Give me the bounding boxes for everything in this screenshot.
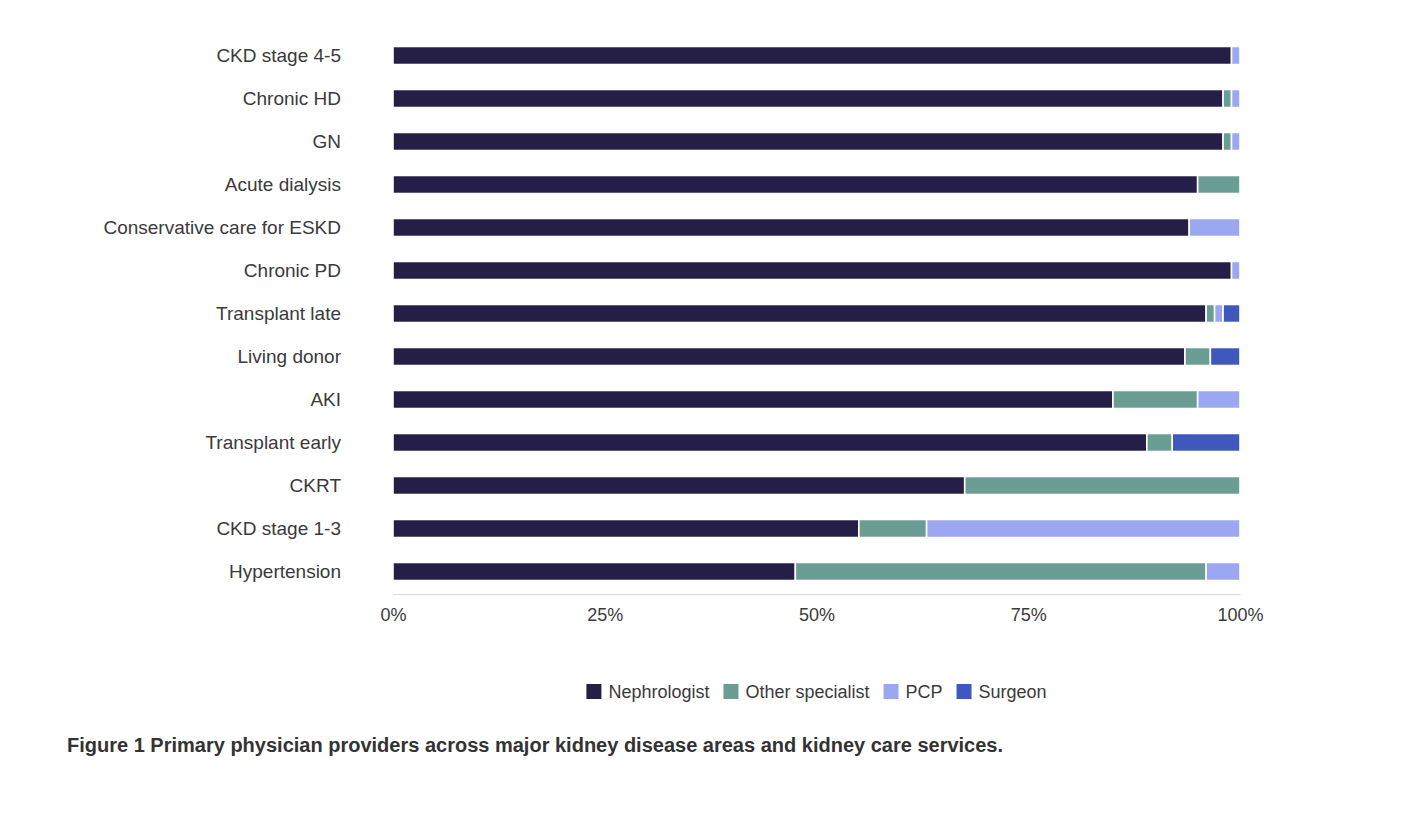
bar (1223, 304, 1240, 322)
bar (1240, 476, 1241, 494)
bar (859, 519, 927, 537)
bar (393, 390, 1113, 408)
bar (1240, 390, 1241, 408)
bar (1240, 476, 1241, 494)
category-label: CKD stage 1-3 (216, 518, 341, 539)
bar (1206, 304, 1214, 322)
bar (1147, 433, 1172, 451)
bar (393, 476, 965, 494)
legend-label: Other specialist (745, 682, 869, 702)
category-label: Living donor (237, 346, 341, 367)
category-label: Chronic PD (244, 260, 341, 281)
bar (1240, 132, 1241, 150)
bar (1232, 46, 1240, 64)
bar (1215, 304, 1223, 322)
tick: 100% (1217, 594, 1263, 625)
bar (1210, 347, 1240, 365)
tick-label: 50% (799, 605, 835, 625)
bar (1232, 132, 1240, 150)
bar (1232, 89, 1240, 107)
bar (393, 304, 1206, 322)
legend-label: Surgeon (979, 682, 1047, 702)
legend-item: Other specialist (723, 682, 869, 702)
chart: CKD stage 4-5 Chronic HD GN Acute dialysis C… (0, 0, 1420, 820)
bar (1240, 175, 1241, 193)
legend-swatch (723, 684, 738, 699)
tick-label: 100% (1217, 605, 1263, 625)
tick-label: 75% (1011, 605, 1047, 625)
legend-swatch (586, 684, 601, 699)
bar (393, 433, 1147, 451)
bar (1223, 132, 1231, 150)
bar (393, 562, 795, 580)
legend-swatch (884, 684, 899, 699)
bar (393, 175, 1198, 193)
bar (1206, 562, 1240, 580)
bar (393, 46, 1232, 64)
category-label: AKI (310, 389, 341, 410)
bar-series (795, 89, 1240, 580)
bar (1113, 390, 1198, 408)
bar (1172, 433, 1240, 451)
bar (1198, 390, 1240, 408)
bar (1240, 562, 1241, 580)
x-axis: 0% 25% 50% 75% 100% (380, 594, 1263, 625)
category-label: Conservative care for ESKD (103, 217, 341, 238)
tick-label: 25% (587, 605, 623, 625)
plot-area (393, 46, 1240, 580)
bar (965, 476, 1240, 494)
legend-label: PCP (906, 682, 943, 702)
legend-item: Surgeon (957, 682, 1047, 702)
bar (1232, 261, 1240, 279)
bar (795, 562, 1206, 580)
legend-swatch (957, 684, 972, 699)
bar (393, 89, 1223, 107)
category-label: Transplant late (216, 303, 341, 324)
tick: 0% (380, 594, 406, 625)
bar (393, 132, 1223, 150)
category-label: Transplant early (205, 432, 341, 453)
bar (1240, 519, 1241, 537)
bar-series (1172, 304, 1240, 451)
legend-label: Nephrologist (608, 682, 709, 702)
tick: 75% (1011, 594, 1047, 625)
legend-item: Nephrologist (586, 682, 709, 702)
category-label: Hypertension (229, 561, 341, 582)
bar (393, 347, 1185, 365)
category-label: Acute dialysis (225, 174, 341, 195)
bar (393, 261, 1232, 279)
bar (1189, 218, 1240, 236)
category-label: Chronic HD (243, 88, 341, 109)
title: Figure 1 Primary physician providers acr… (67, 734, 1003, 756)
tick-label: 0% (380, 605, 406, 625)
bar (1240, 46, 1241, 64)
bar (393, 519, 859, 537)
legend-item: PCP (884, 682, 943, 702)
bar (1240, 89, 1241, 107)
bar (393, 218, 1189, 236)
bar-series (393, 46, 1232, 580)
tick: 25% (587, 594, 623, 625)
bar (1185, 347, 1210, 365)
axis-line (394, 594, 1241, 595)
category-label: CKD stage 4-5 (216, 45, 341, 66)
bar (927, 519, 1240, 537)
bar (1223, 89, 1231, 107)
bar (1240, 175, 1241, 193)
bar (1240, 261, 1241, 279)
tick: 50% (799, 594, 835, 625)
category-label: CKRT (290, 475, 342, 496)
bar (1240, 218, 1241, 236)
bar (1198, 175, 1240, 193)
legend: Nephrologist Other specialist PCP Surgeon (586, 682, 1046, 702)
category-label: GN (313, 131, 342, 152)
bar-series (927, 46, 1240, 580)
category-labels: CKD stage 4-5 Chronic HD GN Acute dialysis C… (103, 45, 341, 582)
